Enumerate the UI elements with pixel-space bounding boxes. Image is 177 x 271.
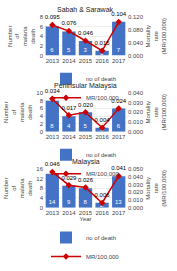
svg-text:0: 0 <box>40 129 44 135</box>
svg-text:0.095: 0.095 <box>45 14 61 20</box>
svg-text:0.024: 0.024 <box>111 97 127 104</box>
svg-text:no of death: no of death <box>86 152 116 158</box>
svg-text:0: 0 <box>40 53 44 59</box>
svg-text:2: 2 <box>40 121 44 127</box>
svg-text:6: 6 <box>40 105 44 111</box>
svg-text:0.030: 0.030 <box>128 100 144 106</box>
svg-text:MR/100,000: MR/100,000 <box>86 95 119 101</box>
svg-text:0.040: 0.040 <box>128 90 144 96</box>
svg-text:0.020: 0.020 <box>78 102 94 108</box>
svg-text:0.015: 0.015 <box>95 40 111 46</box>
svg-text:2017: 2017 <box>112 134 126 140</box>
svg-text:6: 6 <box>50 47 54 53</box>
svg-text:13: 13 <box>115 199 122 205</box>
svg-text:no of death: no of death <box>86 76 116 82</box>
svg-text:6: 6 <box>40 24 44 30</box>
svg-text:2015: 2015 <box>79 58 93 64</box>
svg-text:8: 8 <box>50 123 54 129</box>
svg-text:Sabah & Sarawak: Sabah & Sarawak <box>57 6 114 13</box>
svg-text:5: 5 <box>84 123 88 129</box>
svg-text:0.010: 0.010 <box>128 197 144 203</box>
svg-text:0.006: 0.006 <box>95 192 111 198</box>
svg-text:0.034: 0.034 <box>45 88 61 94</box>
svg-text:4: 4 <box>67 123 71 129</box>
svg-text:0.046: 0.046 <box>45 161 61 167</box>
svg-text:0.104: 0.104 <box>111 11 127 17</box>
svg-text:2013: 2013 <box>46 134 60 140</box>
svg-text:Mortalityrate(MR/100,000): Mortalityrate(MR/100,000) <box>145 170 167 207</box>
svg-text:MR/100,000: MR/100,000 <box>86 171 119 177</box>
svg-text:0.000: 0.000 <box>128 53 144 59</box>
svg-text:2017: 2017 <box>112 210 126 216</box>
svg-text:0.004: 0.004 <box>95 117 111 123</box>
svg-text:10: 10 <box>36 90 43 96</box>
svg-text:16: 16 <box>36 166 43 172</box>
svg-text:0.017: 0.017 <box>61 105 77 111</box>
svg-text:0: 0 <box>40 205 44 211</box>
svg-text:0.046: 0.046 <box>78 30 94 36</box>
svg-text:0.020: 0.020 <box>128 109 144 115</box>
svg-text:Numberofmalariadeath: Numberofmalariadeath <box>3 178 32 199</box>
svg-text:0.050: 0.050 <box>128 166 144 172</box>
svg-text:2: 2 <box>40 43 44 49</box>
svg-text:Malaysia: Malaysia <box>72 158 100 166</box>
svg-text:0.020: 0.020 <box>128 189 144 195</box>
svg-text:6: 6 <box>117 123 121 129</box>
svg-text:14: 14 <box>49 199 56 205</box>
svg-text:4: 4 <box>40 33 44 39</box>
svg-text:8: 8 <box>40 185 44 191</box>
svg-text:2015: 2015 <box>79 210 93 216</box>
svg-text:0.026: 0.026 <box>78 177 94 183</box>
svg-text:2013: 2013 <box>46 58 60 64</box>
svg-text:Numberofmalariadeath: Numberofmalariadeath <box>7 26 36 47</box>
svg-text:4: 4 <box>40 195 44 201</box>
svg-text:no of death: no of death <box>86 235 116 241</box>
svg-text:2014: 2014 <box>62 210 76 216</box>
svg-text:Numberofmalariadeath: Numberofmalariadeath <box>3 102 32 123</box>
svg-text:1: 1 <box>100 126 104 132</box>
svg-text:5: 5 <box>67 47 71 53</box>
svg-text:2016: 2016 <box>95 134 109 140</box>
svg-text:2016: 2016 <box>95 210 109 216</box>
svg-text:0.040: 0.040 <box>128 174 144 180</box>
svg-text:0.030: 0.030 <box>128 182 144 188</box>
svg-text:2017: 2017 <box>112 58 126 64</box>
svg-text:0.000: 0.000 <box>128 129 144 135</box>
svg-text:2014: 2014 <box>62 58 76 64</box>
svg-text:0.120: 0.120 <box>128 14 144 20</box>
svg-text:4: 4 <box>40 113 44 119</box>
svg-text:Year: Year <box>79 216 91 222</box>
svg-text:0.029: 0.029 <box>61 175 77 181</box>
svg-text:0.000: 0.000 <box>128 205 144 211</box>
svg-text:2014: 2014 <box>62 134 76 140</box>
svg-text:0.041: 0.041 <box>111 165 127 172</box>
svg-text:7: 7 <box>117 47 121 53</box>
svg-text:0.076: 0.076 <box>61 20 77 26</box>
svg-text:Peninsular Malaysia: Peninsular Malaysia <box>54 82 117 90</box>
svg-text:2013: 2013 <box>46 210 60 216</box>
svg-text:3: 3 <box>84 47 88 53</box>
svg-text:8: 8 <box>40 98 44 104</box>
svg-text:8: 8 <box>84 199 88 205</box>
svg-text:Mortalityrate(MR/100,000): Mortalityrate(MR/100,000) <box>145 94 167 131</box>
svg-text:MR/100,000: MR/100,000 <box>86 254 119 260</box>
svg-text:2015: 2015 <box>79 134 93 140</box>
svg-text:1: 1 <box>100 50 104 56</box>
svg-text:2: 2 <box>100 202 104 208</box>
svg-text:8: 8 <box>40 14 44 20</box>
svg-text:Mortalityrate(MR/100,000): Mortalityrate(MR/100,000) <box>145 18 167 55</box>
svg-text:2016: 2016 <box>95 58 109 64</box>
svg-text:12: 12 <box>36 176 43 182</box>
svg-text:0.040: 0.040 <box>128 40 144 46</box>
svg-text:0.010: 0.010 <box>128 119 144 125</box>
svg-text:0.080: 0.080 <box>128 27 144 33</box>
svg-text:9: 9 <box>67 199 71 205</box>
